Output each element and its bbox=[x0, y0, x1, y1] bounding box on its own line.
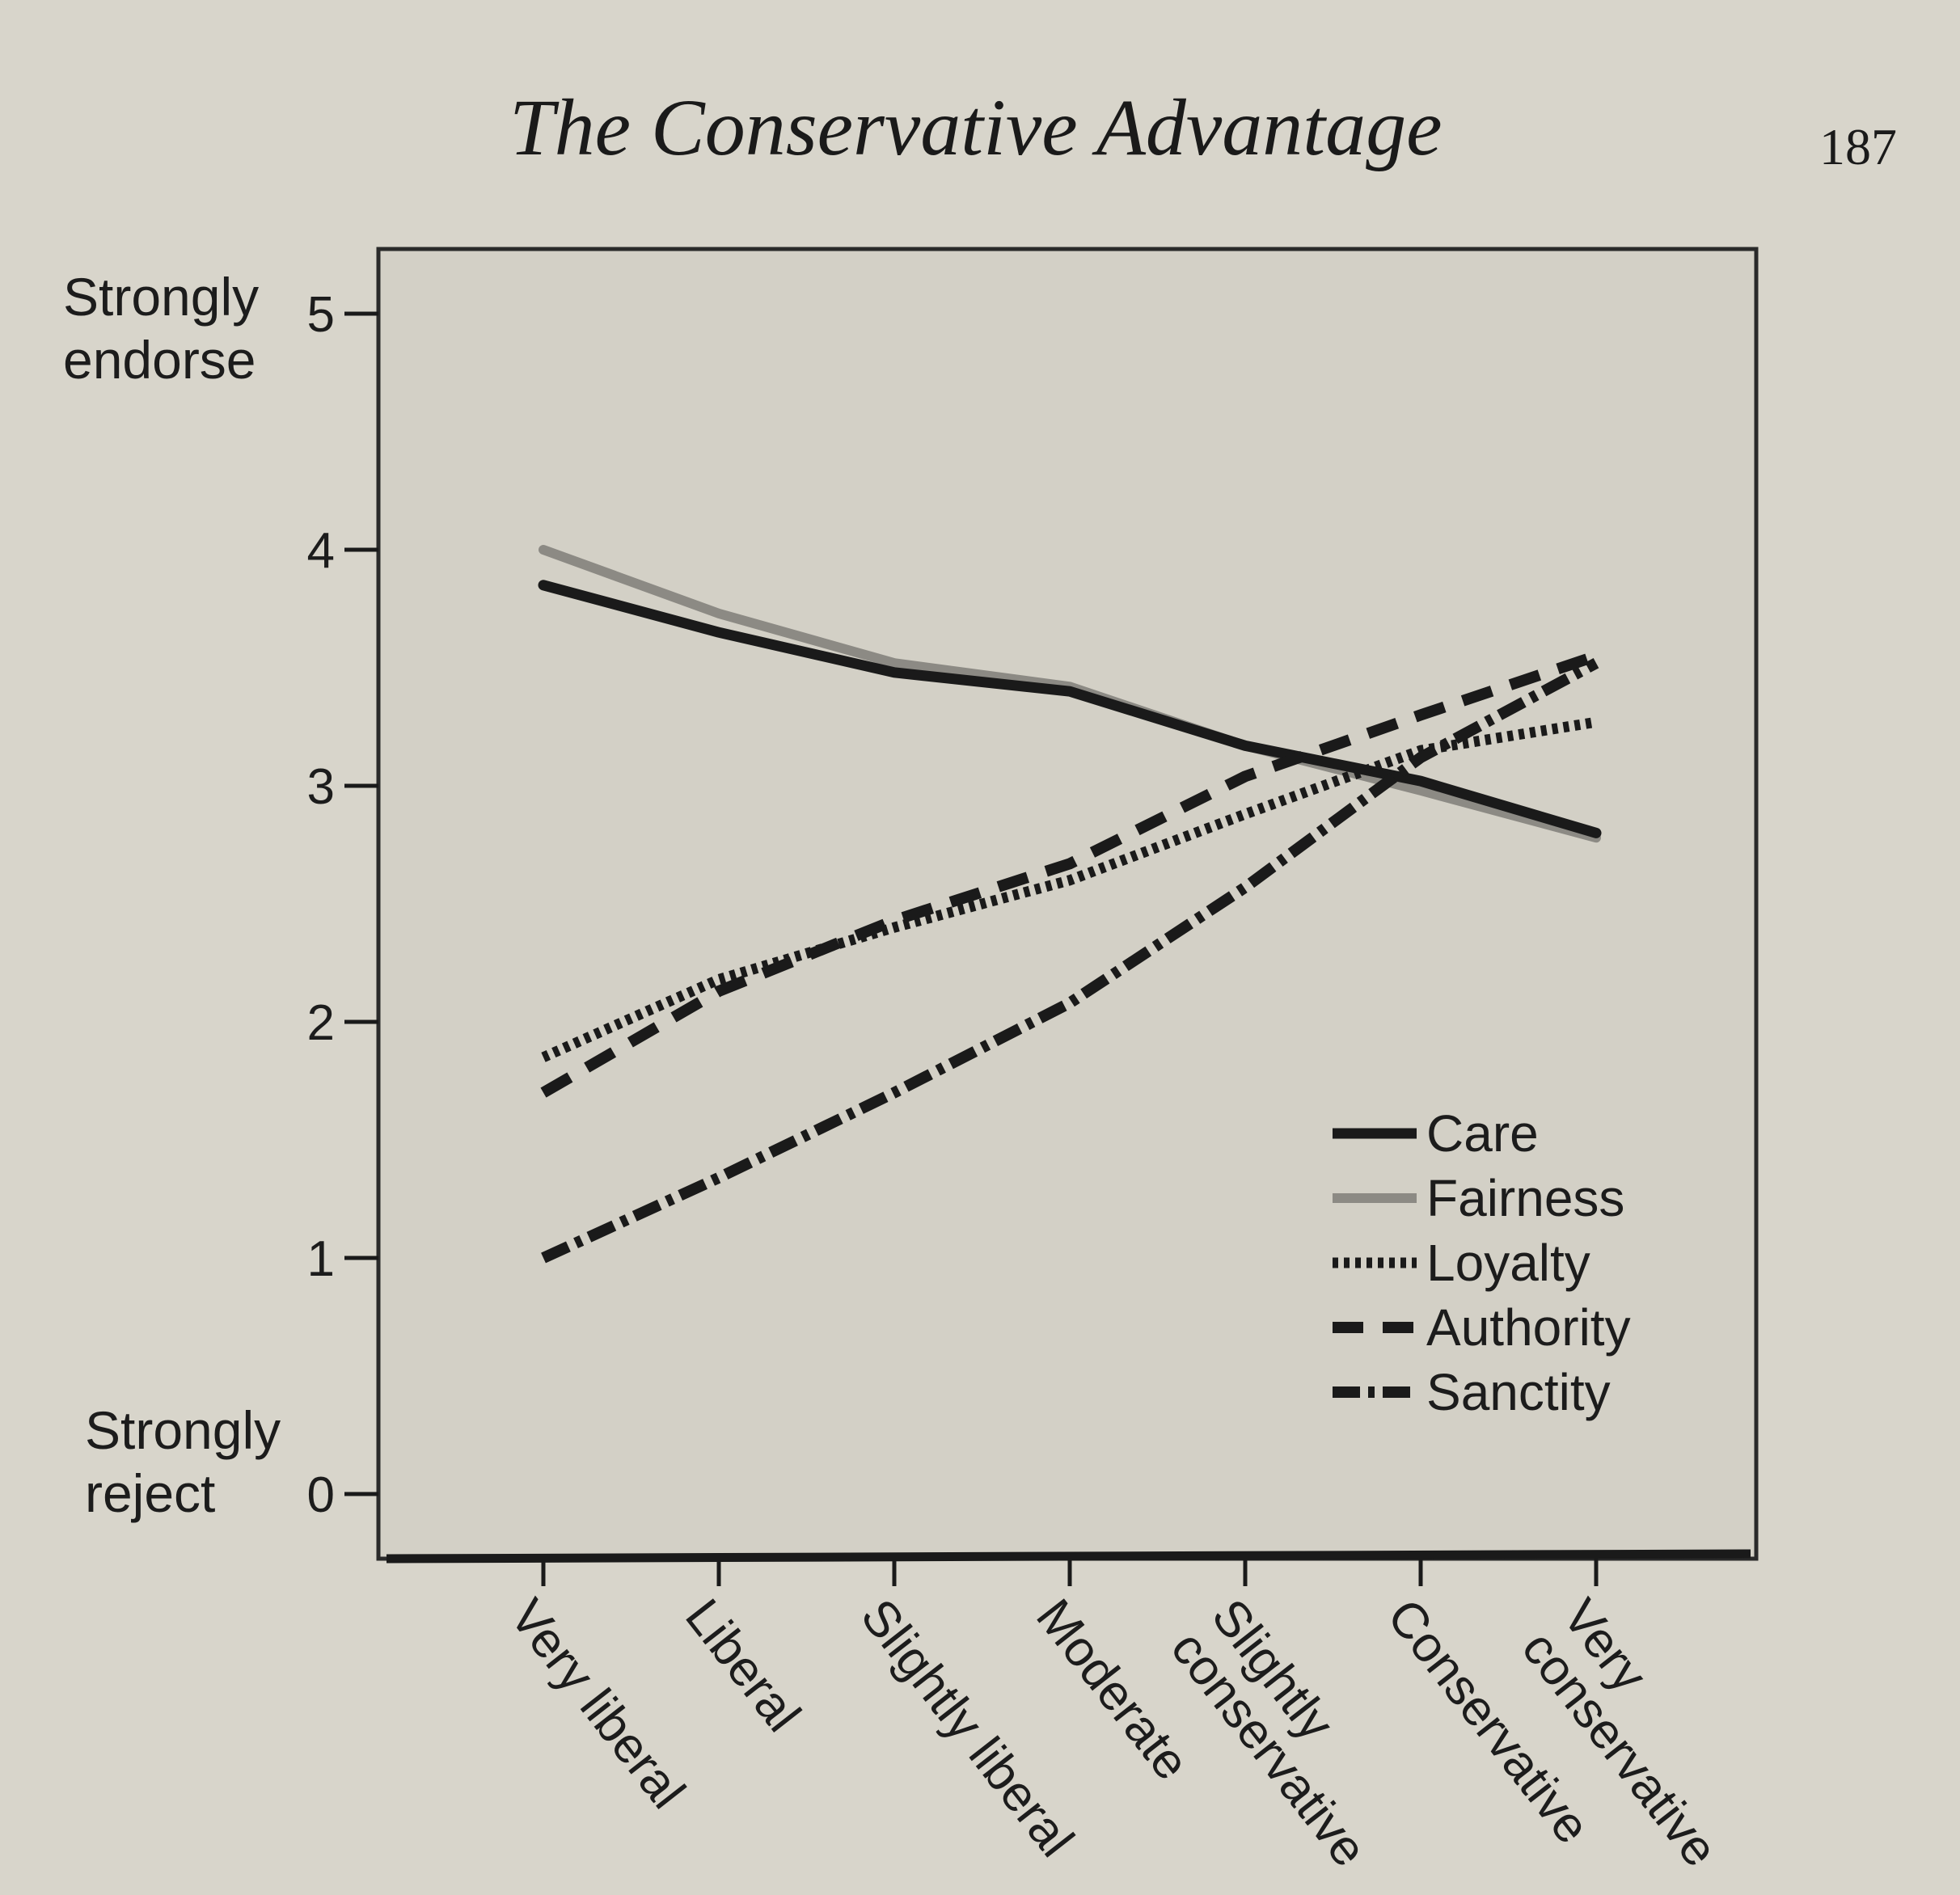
y-axis: 0 1 2 3 4 5 bbox=[307, 287, 378, 1523]
legend-label-authority: Authority bbox=[1426, 1298, 1631, 1357]
y-axis-bottom-label-line2: reject bbox=[85, 1463, 216, 1523]
y-axis-bottom-label-line1: Strongly bbox=[85, 1400, 281, 1460]
series-lines bbox=[538, 545, 1602, 1264]
legend: Care Fairness Loyalty Authority Sanctity bbox=[1333, 1104, 1631, 1421]
y-tick-label-4: 4 bbox=[307, 523, 335, 579]
running-title: The Conservative Advantage bbox=[509, 82, 1443, 172]
y-tick-label-1: 1 bbox=[307, 1231, 335, 1287]
x-tick-label-4: Slightlyconservative bbox=[1160, 1589, 1418, 1877]
series-line-sanctity bbox=[541, 657, 1599, 1264]
x-tick-label-1: Liberal bbox=[674, 1589, 811, 1742]
series-line-authority bbox=[540, 650, 1599, 1098]
y-axis-top-label-line2: endorse bbox=[63, 330, 256, 390]
x-tick-label-3: Moderate bbox=[1025, 1589, 1200, 1791]
y-axis-top-label: Strongly endorse bbox=[63, 265, 259, 391]
x-tick-label-0: Very liberal bbox=[499, 1589, 695, 1819]
y-axis-top-label-line1: Strongly bbox=[63, 267, 260, 327]
series-line-care bbox=[538, 580, 1602, 838]
plot-area bbox=[376, 247, 1759, 1561]
x-axis-line bbox=[386, 1549, 1751, 1564]
legend-label-sanctity: Sanctity bbox=[1426, 1363, 1611, 1421]
legend-label-loyalty: Loyalty bbox=[1426, 1234, 1590, 1292]
y-tick-label-2: 2 bbox=[307, 995, 335, 1051]
page-number: 187 bbox=[1819, 118, 1897, 175]
legend-label-care: Care bbox=[1426, 1104, 1539, 1163]
legend-label-fairness: Fairness bbox=[1426, 1169, 1624, 1227]
y-axis-bottom-label: Strongly reject bbox=[85, 1399, 281, 1525]
y-tick-label-3: 3 bbox=[307, 759, 335, 815]
y-tick-label-5: 5 bbox=[307, 287, 335, 343]
series-line-loyalty bbox=[541, 716, 1598, 1062]
y-tick-label-0: 0 bbox=[307, 1467, 335, 1523]
